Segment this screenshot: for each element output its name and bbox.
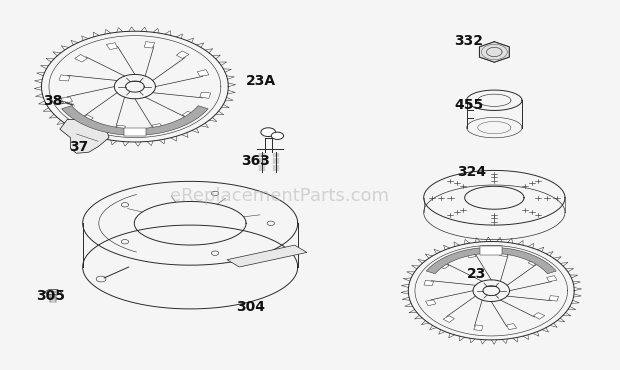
- Text: 23: 23: [467, 267, 486, 281]
- Polygon shape: [479, 42, 509, 62]
- Text: 304: 304: [236, 300, 265, 314]
- Bar: [480, 246, 502, 255]
- Polygon shape: [528, 259, 539, 266]
- Bar: [124, 128, 146, 137]
- Circle shape: [272, 132, 283, 139]
- Polygon shape: [177, 51, 189, 58]
- Text: 363: 363: [241, 154, 270, 168]
- Polygon shape: [200, 92, 211, 98]
- Text: 23A: 23A: [246, 74, 276, 88]
- Polygon shape: [425, 300, 436, 306]
- Text: 38: 38: [43, 94, 63, 108]
- Polygon shape: [424, 280, 433, 286]
- Polygon shape: [466, 252, 476, 258]
- Polygon shape: [547, 276, 557, 282]
- Polygon shape: [533, 313, 545, 319]
- Text: 305: 305: [37, 289, 66, 303]
- Text: 455: 455: [454, 98, 484, 112]
- Polygon shape: [60, 120, 109, 153]
- Polygon shape: [61, 106, 208, 135]
- Text: 37: 37: [69, 140, 89, 154]
- Text: 324: 324: [458, 165, 487, 179]
- Polygon shape: [438, 262, 449, 269]
- Polygon shape: [474, 325, 483, 331]
- Polygon shape: [107, 43, 117, 50]
- Polygon shape: [197, 70, 209, 76]
- Text: eReplacementParts.com: eReplacementParts.com: [170, 187, 389, 205]
- Polygon shape: [443, 316, 454, 322]
- Polygon shape: [182, 111, 195, 119]
- Polygon shape: [45, 289, 62, 295]
- Polygon shape: [74, 54, 87, 62]
- Polygon shape: [59, 75, 70, 81]
- Polygon shape: [144, 42, 155, 48]
- Circle shape: [261, 128, 276, 137]
- Polygon shape: [115, 125, 125, 132]
- Polygon shape: [81, 115, 94, 122]
- Polygon shape: [227, 245, 307, 267]
- Circle shape: [75, 126, 84, 131]
- Polygon shape: [549, 296, 559, 301]
- Polygon shape: [500, 251, 509, 256]
- Text: 332: 332: [454, 34, 484, 48]
- Polygon shape: [61, 97, 73, 104]
- Polygon shape: [507, 323, 516, 330]
- Polygon shape: [153, 124, 164, 131]
- Polygon shape: [426, 248, 556, 274]
- Ellipse shape: [55, 98, 67, 104]
